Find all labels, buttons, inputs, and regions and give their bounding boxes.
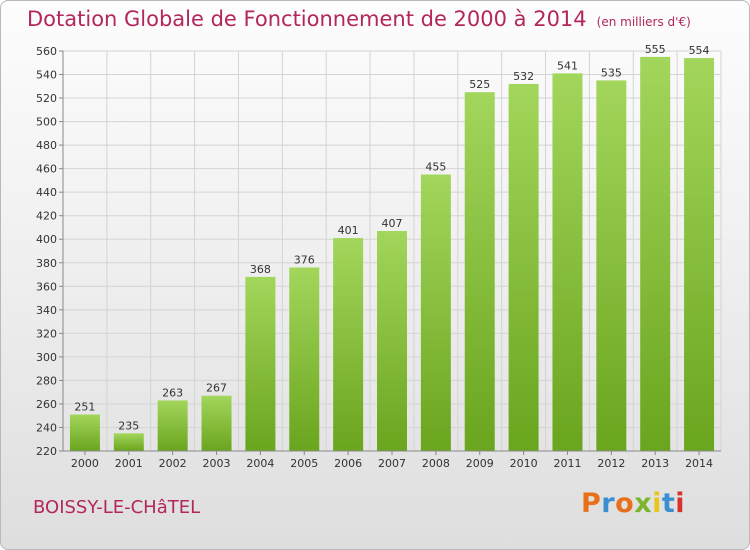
y-tick-label: 500: [36, 116, 57, 129]
y-tick-label: 300: [36, 351, 57, 364]
data-label: 407: [382, 217, 403, 230]
x-tick-label: 2007: [378, 457, 406, 470]
bar: [245, 276, 276, 451]
bar: [464, 92, 495, 452]
y-tick-label: 380: [36, 257, 57, 270]
y-tick-label: 400: [36, 233, 57, 246]
data-label: 263: [162, 386, 183, 399]
data-label: 455: [425, 161, 446, 174]
y-tick-label: 420: [36, 210, 57, 223]
bar: [640, 56, 671, 451]
axes: 220 240 260 280 300 320 340 360 380 400 420 440 460 4…: [36, 45, 721, 470]
y-tick-label: 340: [36, 304, 57, 317]
logo-letter: P: [581, 488, 602, 519]
chart-title-text: Dotation Globale de Fonctionnement de 20…: [27, 7, 587, 31]
y-tick-label: 220: [36, 445, 57, 458]
logo-letter: i: [675, 488, 686, 519]
data-label: 401: [338, 224, 359, 237]
x-tick-label: 2000: [71, 457, 99, 470]
data-label: 251: [74, 401, 95, 414]
x-tick-label: 2008: [422, 457, 450, 470]
bar: [113, 433, 144, 451]
chart-subtitle: (en milliers d'€): [596, 15, 691, 29]
x-tick-label: 2012: [597, 457, 625, 470]
bar: [508, 83, 539, 452]
data-label: 368: [250, 263, 271, 276]
x-tick-label: 2011: [553, 457, 581, 470]
y-tick-label: 360: [36, 280, 57, 293]
x-tick-label: 2014: [685, 457, 713, 470]
bar: [377, 231, 407, 451]
data-label: 525: [469, 78, 490, 91]
bar: [69, 414, 100, 451]
bar: [157, 400, 188, 451]
data-labels: 251 235 263 267 368 376 401 407 455 525 532 541 535 5…: [74, 43, 709, 432]
bar: [420, 174, 451, 451]
bar: [552, 73, 583, 452]
logo-letter: x: [634, 488, 653, 519]
x-tick-label: 2013: [641, 457, 669, 470]
chart-title: Dotation Globale de Fonctionnement de 20…: [27, 7, 691, 31]
y-tick-label: 260: [36, 398, 57, 411]
x-tick-label: 2009: [466, 457, 494, 470]
data-label: 267: [206, 382, 227, 395]
y-tick-label: 280: [36, 374, 57, 387]
y-tick-label: 320: [36, 327, 57, 340]
data-label: 555: [645, 43, 666, 56]
y-tick-label: 520: [36, 92, 57, 105]
logo-letter: i: [652, 488, 662, 519]
x-tick-label: 2010: [510, 457, 538, 470]
y-tick-label: 460: [36, 163, 57, 176]
logo-letter: t: [661, 488, 676, 519]
x-tick-label: 2002: [159, 457, 187, 470]
commune-name: BOISSY-LE-CHâTEL: [33, 497, 201, 518]
proxiti-logo: Proxiti: [581, 488, 685, 519]
data-label: 235: [118, 419, 139, 432]
bar: [201, 395, 232, 451]
y-tick-label: 440: [36, 186, 57, 199]
bars: [69, 56, 715, 452]
y-tick-label: 560: [36, 45, 57, 58]
y-tick-label: 240: [36, 421, 57, 434]
data-label: 554: [689, 44, 710, 57]
data-label: 532: [513, 70, 534, 83]
y-tick-label: 540: [36, 69, 57, 82]
x-tick-label: 2003: [203, 457, 231, 470]
data-label: 376: [294, 253, 315, 266]
bar: [333, 238, 364, 451]
x-tick-label: 2001: [115, 457, 143, 470]
logo-letter: o: [615, 488, 635, 519]
data-label: 535: [601, 66, 622, 79]
logo-letter: r: [601, 488, 616, 519]
data-label: 541: [557, 59, 578, 72]
x-tick-label: 2004: [246, 457, 274, 470]
x-tick-label: 2005: [290, 457, 318, 470]
x-tick-label: 2006: [334, 457, 362, 470]
y-tick-label: 480: [36, 139, 57, 152]
bar: [684, 58, 715, 451]
bar: [596, 80, 627, 451]
bar: [289, 267, 320, 451]
